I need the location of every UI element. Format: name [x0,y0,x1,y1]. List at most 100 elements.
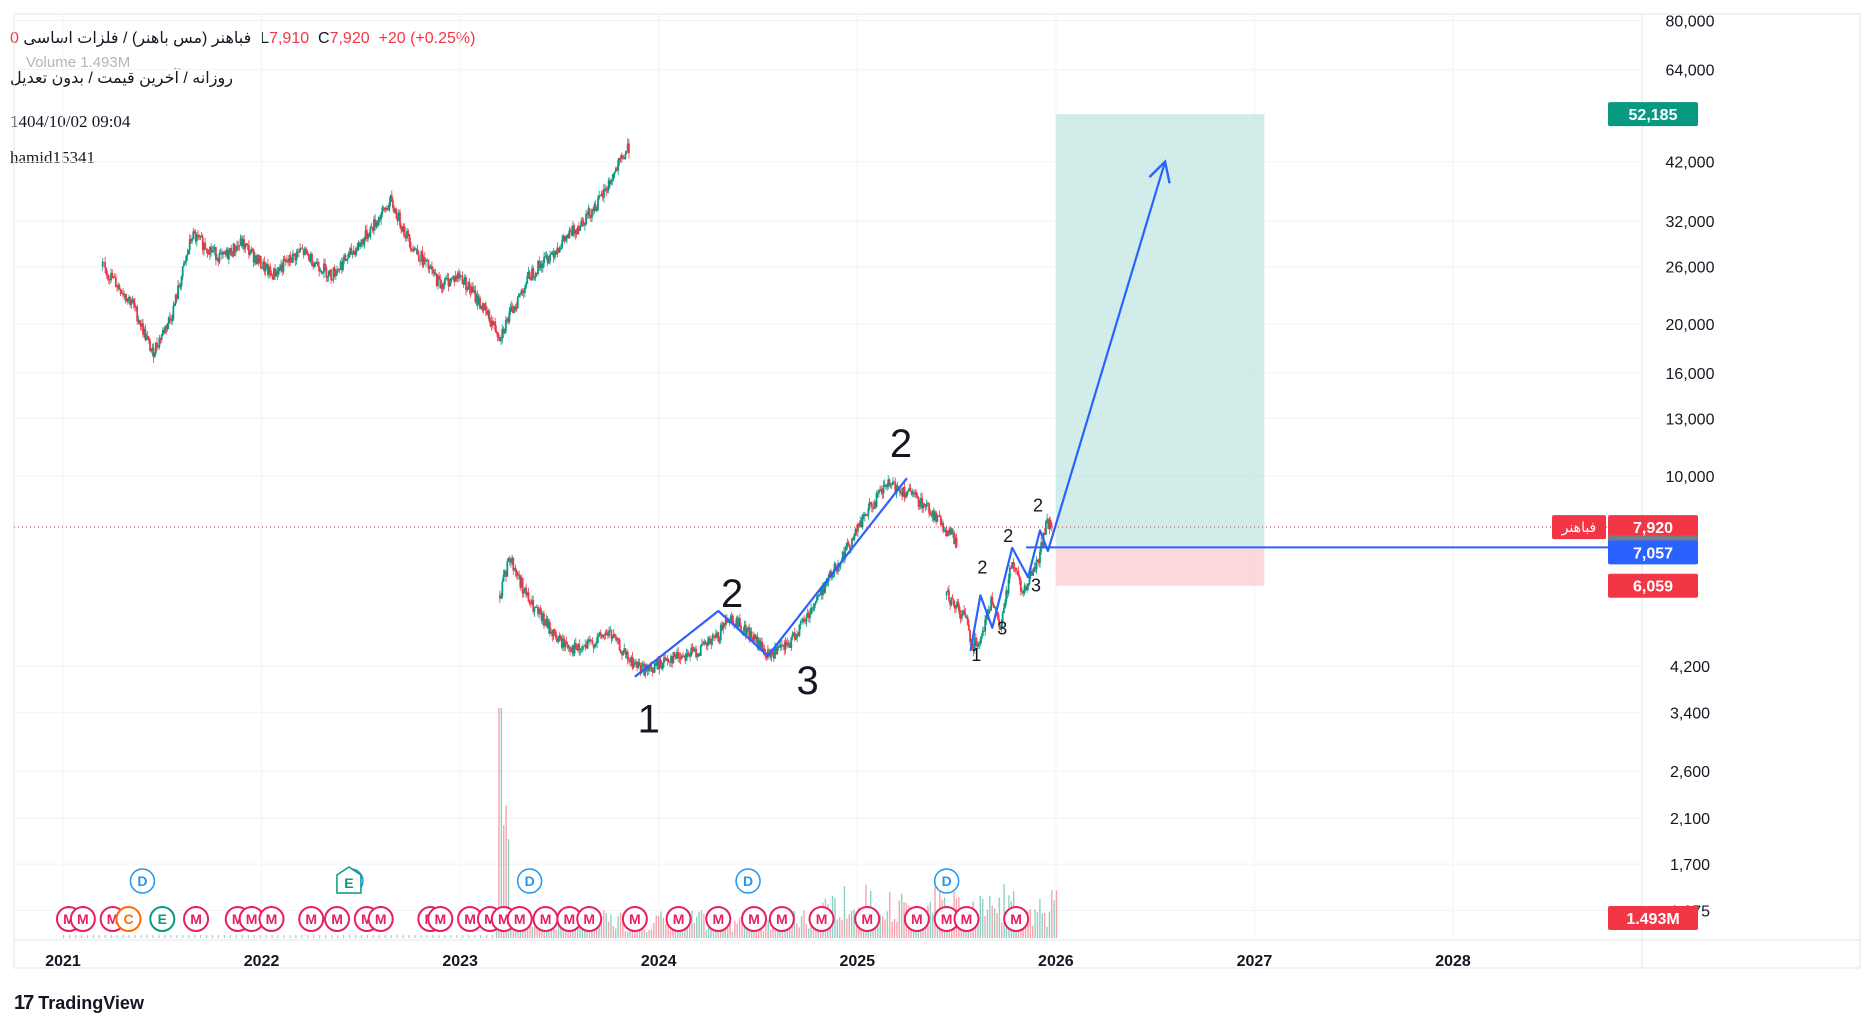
volume-bar [622,913,624,938]
volume-bar [696,916,698,938]
volume-bar [574,929,576,938]
candle-body [873,501,876,509]
volume-bar [307,935,309,938]
earnings-marker-label: E [344,875,353,891]
candle-body [188,239,191,251]
candle-body [579,649,582,651]
candle-body [874,501,877,508]
price-badge-3-bg [1608,573,1698,598]
candle-body [651,667,654,673]
candle-body [1000,622,1003,630]
candle-body [376,221,379,225]
volume-bar [738,917,741,938]
candle-body [592,209,595,212]
candle-body [161,329,164,335]
event-marker-circle [506,906,533,932]
volume-bar [989,896,991,938]
candle-body [423,257,426,262]
volume-bar [884,919,886,938]
candle-body [807,612,810,619]
candle-body [572,645,575,654]
candle-body [225,249,228,255]
volume-bar [758,926,760,938]
volume-bar [810,918,812,938]
volume-bar [603,910,605,938]
wave-label: 2 [890,422,912,466]
candle-body [809,613,811,619]
dividend-marker: D [735,868,761,894]
candle-body [207,253,210,255]
candle-body [156,342,158,347]
candle-body [501,581,504,597]
candle-body [114,277,117,287]
candle-body [984,619,987,632]
candle-body [510,305,513,308]
candle-body [295,252,298,261]
volume-bar [641,925,643,938]
candle-body [817,595,820,597]
candle-body [264,265,267,272]
tradingview-name: TradingView [38,993,144,1013]
candle-body [945,530,948,537]
candle-body [945,592,948,596]
candle-body [990,597,993,611]
candle-body [1026,586,1028,590]
candle-body [120,293,123,294]
candle-body [879,490,881,492]
candle-body [603,189,605,198]
candle-body [582,222,585,226]
candle-body [220,252,223,255]
symbol-title[interactable]: فباهنر (مس باهنر) / فلزات اساسی [23,30,252,47]
candle-body [199,235,202,238]
candle-body [373,219,375,231]
volume-bar [462,935,464,938]
candle-body [876,492,879,494]
candle-body [629,661,631,662]
candle-body [210,247,213,252]
candle-body [701,643,703,646]
candle-body [230,248,233,256]
candle-body [493,321,495,326]
candle-body [345,259,348,261]
tradingview-brand[interactable]: 17 TradingView [14,992,144,1015]
candle-body [581,646,584,650]
candle-body [212,250,215,252]
candle-body [400,225,403,230]
candle-body [420,251,423,262]
symbol-header[interactable]: فباهنر (مس باهنر) / فلزات اساسی 0 L7,910… [10,28,475,48]
candle-body [517,574,519,576]
volume-bar [572,926,574,938]
volume-bar [1041,913,1043,938]
volume-bar [691,910,693,938]
candle-body [290,261,293,263]
candle-body [953,604,956,609]
candle-body [368,234,371,237]
candle-body [468,281,471,290]
volume-bar [450,935,452,938]
candle-body [682,655,684,657]
candle-body [540,612,543,621]
candle-body [598,195,601,199]
price-series-2 [945,513,1053,657]
candle-body [639,665,642,674]
candle-body [292,253,294,263]
candle-body [283,259,286,262]
event-marker-label: M [861,911,873,927]
close-label: C [318,30,330,47]
volume-bar [366,935,369,938]
candle-body [607,180,610,190]
candle-body [650,664,653,668]
volume-bar [1051,890,1053,938]
event-marker-circle [1003,906,1030,932]
candle-body [556,247,559,255]
candle-body [572,225,574,236]
candle-body [889,484,892,485]
volume-bar [934,886,936,938]
candle-body [152,347,155,358]
candle-body [532,268,535,278]
candle-body [227,251,230,260]
candle-body [569,230,572,232]
candle-body [702,643,705,645]
